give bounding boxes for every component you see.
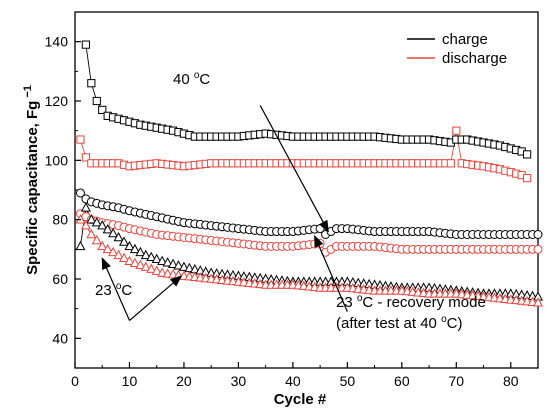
data-point: [102, 243, 113, 254]
annotation-recovery-deg: o: [357, 293, 363, 304]
data-point: [81, 40, 90, 49]
data-point: [523, 174, 532, 183]
annotation-40c: 40 oC: [173, 70, 210, 88]
data-point: [108, 227, 119, 238]
data-point: [140, 261, 151, 271]
series-lines: [79, 44, 539, 304]
arrow-23c-right: [129, 275, 183, 321]
data-point: [97, 220, 108, 230]
annotation-recovery-note: (after test at 40 oC): [336, 314, 462, 332]
x-tick-label: 0: [71, 373, 79, 389]
data-point: [75, 188, 85, 198]
data-point: [102, 224, 113, 234]
data-point: [452, 126, 461, 135]
x-tick-label: 50: [340, 373, 356, 389]
x-tick-label: 10: [122, 373, 138, 389]
x-tick-label: 60: [394, 373, 410, 389]
y-tick-label: 100: [45, 152, 69, 168]
data-point: [108, 246, 119, 257]
data-point: [92, 96, 101, 106]
x-axis-title: Cycle #: [274, 391, 327, 408]
data-point: [162, 257, 173, 267]
x-tick-label: 70: [449, 373, 465, 389]
data-point: [151, 253, 162, 264]
data-point: [173, 260, 184, 270]
data-point: [140, 249, 151, 260]
data-point: [135, 259, 146, 269]
legend-label-charge: charge: [442, 31, 488, 48]
data-point: [80, 220, 91, 230]
data-point: [157, 255, 168, 265]
data-point: [533, 230, 543, 239]
y-axis-title-main: Specific capacitance, Fg: [24, 101, 41, 275]
data-point: [118, 252, 130, 263]
data-point: [98, 105, 107, 115]
data-point: [178, 261, 189, 271]
data-point: [87, 79, 96, 88]
y-tick-label: 140: [45, 34, 69, 50]
annotation-recovery-num: 23: [336, 294, 357, 311]
y-tick-label: 120: [45, 93, 69, 109]
data-point: [91, 217, 102, 227]
data-point: [533, 244, 543, 254]
annotation-23c-num: 23: [95, 282, 116, 299]
annotation-40c-unit: C: [199, 71, 210, 88]
annotation-recovery: 23 oC - recovery mode: [336, 293, 486, 311]
x-tick-label: 30: [231, 373, 247, 389]
arrow-recovery: [314, 234, 348, 312]
data-point: [151, 265, 162, 275]
annotation-arrows: [101, 105, 348, 321]
y-axis-title-sup: −1: [22, 85, 34, 98]
data-point: [97, 240, 108, 251]
data-point: [168, 258, 179, 268]
x-tick-label: 40: [285, 373, 301, 389]
annotation-23c: 23 oC: [95, 281, 132, 299]
annotation-note-unit: C): [447, 315, 463, 332]
data-point: [113, 231, 124, 242]
arrow-40c: [259, 105, 329, 233]
legend-label-discharge: discharge: [442, 50, 507, 67]
data-point: [129, 243, 140, 254]
y-tick-label: 60: [52, 271, 68, 287]
data-point: [86, 214, 97, 224]
data-point: [118, 236, 130, 246]
data-point: [129, 257, 140, 267]
data-point: [162, 268, 173, 278]
y-axis-title: Specific capacitance, Fg −1: [22, 85, 41, 275]
data-point: [80, 202, 91, 212]
y-tick-label: 40: [52, 330, 68, 346]
annotation-40c-num: 40: [173, 71, 194, 88]
data-point: [76, 135, 85, 144]
data-point: [523, 150, 532, 159]
annotation-note-main: (after test at 40: [336, 315, 441, 332]
data-point: [146, 251, 157, 262]
data-point: [81, 153, 90, 162]
legend: charge discharge: [407, 31, 507, 67]
data-point: [91, 234, 102, 245]
data-point: [135, 246, 146, 257]
data-point: [86, 228, 97, 239]
axis-ticks: 0 10 20 30 40 50 60 70 80 40 60 80 100 120 140: [45, 34, 519, 389]
data-point: [124, 240, 135, 251]
y-tick-label: 80: [52, 212, 68, 228]
series-markers: [75, 40, 544, 307]
annotation-40c-deg: o: [194, 70, 200, 81]
arrow-23c-up: [101, 257, 131, 321]
data-point: [124, 255, 135, 265]
data-point: [157, 267, 168, 277]
annotation-23c-deg: o: [116, 281, 122, 292]
data-point: [113, 249, 124, 260]
data-point: [75, 240, 86, 251]
x-tick-label: 80: [503, 373, 519, 389]
data-point: [446, 159, 455, 168]
annotation-recovery-unit: C - recovery mode: [362, 294, 485, 311]
annotation-23c-unit: C: [121, 282, 132, 299]
annotation-note-deg: o: [441, 314, 447, 325]
x-tick-label: 20: [176, 373, 192, 389]
data-point: [532, 297, 544, 307]
data-point: [146, 263, 157, 273]
